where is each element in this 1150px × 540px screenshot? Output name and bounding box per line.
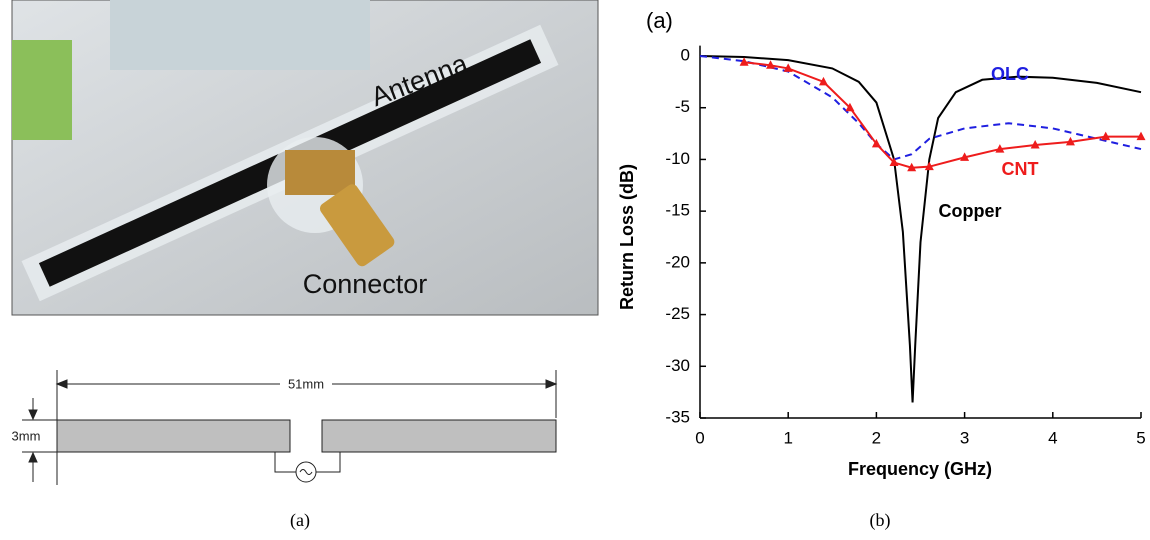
series-line [700,56,1141,159]
dipole-arm [322,420,556,452]
dipole-arm [57,420,290,452]
y-tick-label: -15 [665,201,690,220]
x-tick-label: 1 [783,428,792,447]
x-tick-label: 3 [960,428,969,447]
x-tick-label: 5 [1136,428,1145,447]
figure: Antenna Connector 51mm 3mm (a) (b) (a) F… [0,0,1150,540]
x-tick-label: 2 [872,428,881,447]
connector-base [285,150,355,195]
x-tick-label: 0 [695,428,704,447]
x-axis-label: Frequency (GHz) [848,459,992,479]
photo-block [110,0,370,70]
y-tick-label: -5 [675,97,690,116]
series-label: CNT [1002,159,1039,179]
series-line [744,62,1141,167]
photo-label-card [12,40,72,140]
series-label: Copper [939,201,1002,221]
panel-label: (a) [646,8,673,33]
series-line [700,56,1141,402]
caption: (a) [290,510,310,531]
photo-label: Connector [303,269,428,299]
photo: Antenna Connector [12,0,598,315]
dim-label: 3mm [12,428,41,443]
y-tick-label: -25 [665,304,690,323]
series-label: OLC [991,64,1029,84]
y-tick-label: -20 [665,252,690,271]
y-tick-label: 0 [681,45,690,64]
caption: (b) [870,510,891,531]
y-tick-label: -30 [665,356,690,375]
diagram: 51mm 3mm [12,370,556,485]
dim-label: 51mm [288,376,324,391]
y-tick-label: -10 [665,149,690,168]
y-axis-label: Return Loss (dB) [617,164,637,310]
y-tick-label: -35 [665,407,690,426]
x-tick-label: 4 [1048,428,1057,447]
